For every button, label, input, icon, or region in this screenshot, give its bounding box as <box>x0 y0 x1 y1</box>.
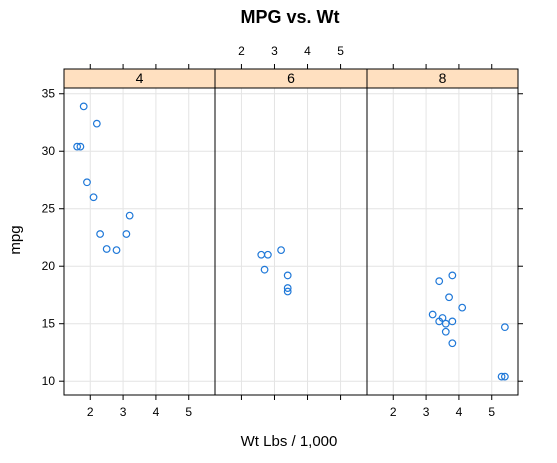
data-point <box>76 142 85 151</box>
data-point <box>283 284 292 292</box>
data-point <box>435 277 444 286</box>
y-tick-label: 25 <box>42 202 56 216</box>
panel-8: 8 2 3 4 5 <box>366 64 519 419</box>
data-point <box>122 230 131 238</box>
data-point <box>283 271 292 280</box>
y-axis: 10 15 20 25 30 35 <box>42 87 523 388</box>
panel-4: 4 2 3 4 5 <box>63 64 216 419</box>
strip-label-6: 6 <box>287 70 295 86</box>
data-point <box>448 339 457 348</box>
x-tick-label: 2 <box>238 44 245 58</box>
data-point <box>445 293 453 302</box>
x-tick-label: 5 <box>337 44 344 58</box>
panel-frame <box>366 87 519 396</box>
y-tick-label: 20 <box>42 259 56 273</box>
panel-frame <box>63 87 216 396</box>
data-point <box>73 142 82 151</box>
y-tick-label: 35 <box>42 87 56 101</box>
y-tick-label: 15 <box>42 317 56 331</box>
data-point <box>277 246 285 255</box>
x-tick-label: 4 <box>304 44 311 58</box>
data-point <box>438 314 447 322</box>
x-tick-label: 2 <box>390 405 397 419</box>
data-point <box>112 246 121 255</box>
strip-label-4: 4 <box>136 70 144 86</box>
y-tick-label: 10 <box>42 374 56 388</box>
data-point <box>125 211 134 220</box>
data-point <box>428 310 437 319</box>
data-point <box>96 230 105 238</box>
x-tick-label: 3 <box>120 405 127 419</box>
data-point <box>102 245 111 253</box>
x-tick-label: 4 <box>456 405 463 419</box>
x-tick-label: 5 <box>488 405 495 419</box>
data-point <box>283 287 292 296</box>
x-tick-label: 5 <box>185 405 192 419</box>
data-point <box>441 319 450 328</box>
data-point <box>441 327 450 336</box>
data-point <box>500 323 509 332</box>
data-point <box>448 271 457 280</box>
x-tick-label: 3 <box>271 44 278 58</box>
y-tick-label: 30 <box>42 144 56 158</box>
y-axis-label: mpg <box>7 225 24 254</box>
data-point <box>257 250 266 259</box>
data-point <box>263 250 272 259</box>
data-point <box>260 265 269 274</box>
x-tick-label: 3 <box>423 405 430 419</box>
strip-label-8: 8 <box>439 70 447 86</box>
panel-6: 6 2 3 4 5 <box>214 44 368 400</box>
data-point <box>89 193 98 202</box>
x-tick-label: 2 <box>87 405 94 419</box>
data-point <box>458 303 467 312</box>
data-point <box>497 372 506 381</box>
chart-title: MPG vs. Wt <box>240 7 339 27</box>
x-tick-label: 4 <box>153 405 160 419</box>
data-point <box>79 102 88 111</box>
data-point <box>83 178 91 187</box>
data-point <box>500 372 509 381</box>
data-point <box>92 119 101 128</box>
panel-frame <box>214 87 368 396</box>
x-axis-label: Wt Lbs / 1,000 <box>241 433 338 450</box>
panels-group: 4 2 3 4 5 6 2 3 4 5 8 2 3 4 5 <box>63 44 519 419</box>
data-point <box>448 317 457 326</box>
